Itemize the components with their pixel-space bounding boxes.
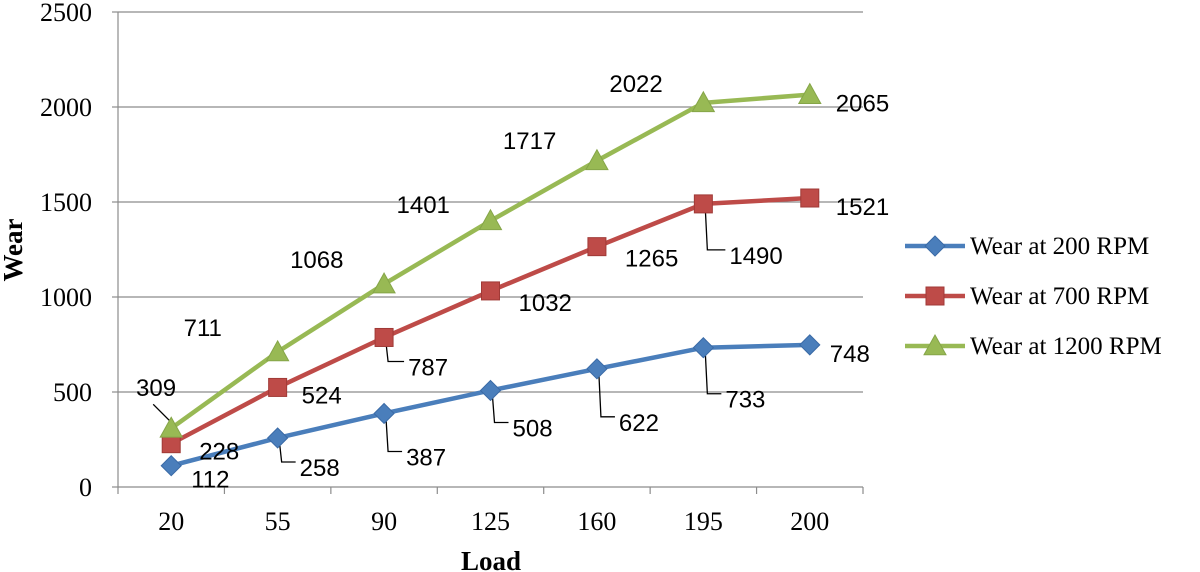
data-point	[585, 148, 609, 171]
data-point	[799, 334, 821, 356]
data-point	[481, 281, 500, 301]
x-tick-labels: 20 55 90 125 160 195 200	[158, 507, 829, 536]
series-group	[159, 82, 822, 477]
series-3	[159, 82, 822, 438]
gridlines	[118, 11, 863, 393]
data-label: 258	[300, 455, 340, 482]
data-label: 524	[302, 382, 342, 409]
data-label: 228	[199, 439, 239, 466]
data-label: 2022	[609, 71, 662, 98]
data-point	[692, 337, 715, 359]
data-point	[797, 82, 822, 104]
legend-label: Wear at 1200 RPM	[970, 333, 1162, 360]
data-point	[268, 377, 288, 397]
y-tick-label: 2000	[40, 93, 92, 122]
data-point	[587, 237, 607, 257]
y-tick-labels: 0 500 1000 1500 2000 2500	[40, 0, 92, 502]
data-label: 1068	[290, 247, 343, 274]
leader-line	[704, 209, 726, 251]
data-label: 387	[406, 444, 446, 471]
leader-line	[385, 343, 405, 363]
y-tick-label: 1000	[40, 283, 92, 312]
data-label: 309	[136, 375, 176, 402]
series-line	[170, 195, 810, 446]
data-point	[266, 427, 289, 449]
axes	[112, 11, 864, 494]
leader-line	[491, 396, 509, 424]
data-point	[800, 188, 820, 208]
y-tick-label: 2500	[40, 0, 92, 27]
data-label: 622	[619, 410, 659, 437]
label-leader-lines	[152, 209, 726, 463]
leader-line	[598, 374, 615, 418]
y-tick-label: 0	[79, 473, 92, 502]
legend-item: Wear at 1200 RPM	[905, 333, 1162, 360]
x-axis-title: Load	[461, 546, 521, 572]
x-tick-label: 125	[471, 507, 510, 536]
x-tick-label: 90	[371, 507, 397, 536]
data-label: 748	[830, 341, 870, 368]
data-point	[693, 194, 713, 214]
x-tick-label: 55	[265, 507, 291, 536]
legend-item: Wear at 700 RPM	[905, 283, 1149, 310]
series-2	[161, 188, 820, 454]
series-line	[170, 342, 810, 468]
x-tick-label: 160	[577, 507, 616, 536]
data-point	[478, 208, 503, 231]
y-axis-title: Wear	[0, 218, 28, 281]
data-label: 1521	[836, 194, 889, 221]
leader-line	[278, 443, 296, 463]
data-label: 711	[184, 315, 222, 342]
data-label: 2065	[836, 91, 889, 118]
data-label: 733	[725, 387, 765, 414]
legend-marker	[923, 333, 947, 356]
data-point	[373, 402, 395, 425]
legend-label: Wear at 200 RPM	[970, 233, 1149, 260]
x-tick-label: 200	[790, 507, 829, 536]
data-point	[374, 327, 394, 347]
x-tick-label: 20	[158, 507, 184, 536]
data-point	[586, 358, 608, 380]
y-tick-label: 500	[53, 378, 92, 407]
data-label: 1490	[729, 243, 782, 270]
data-label: 1032	[519, 290, 572, 317]
data-label: 1265	[625, 246, 678, 273]
data-label: 508	[513, 415, 553, 442]
data-point	[265, 339, 290, 362]
series-1	[160, 334, 821, 477]
leader-line	[152, 403, 170, 421]
legend-marker	[924, 235, 946, 257]
data-point	[160, 455, 182, 477]
legend-marker	[925, 286, 945, 306]
data-point	[691, 90, 716, 113]
data-point	[479, 379, 502, 402]
y-tick-label: 1500	[40, 188, 92, 217]
data-label: 112	[191, 467, 229, 494]
data-label: 1717	[503, 128, 556, 155]
legend-label: Wear at 700 RPM	[970, 283, 1149, 310]
data-point	[372, 272, 396, 294]
series-line	[169, 92, 810, 431]
data-labels: 112 258 387 508 622 733 748 228 524 787 1032 1265 14…	[136, 71, 889, 494]
leader-line	[385, 419, 403, 453]
data-point	[159, 416, 184, 438]
data-label: 1401	[397, 192, 450, 219]
legend-item: Wear at 200 RPM	[905, 233, 1149, 260]
leader-line	[704, 353, 722, 395]
x-tick-label: 195	[684, 507, 723, 536]
data-label: 787	[408, 354, 448, 381]
legend: Wear at 200 RPM Wear at 700 RPM Wear at 12…	[905, 233, 1162, 360]
